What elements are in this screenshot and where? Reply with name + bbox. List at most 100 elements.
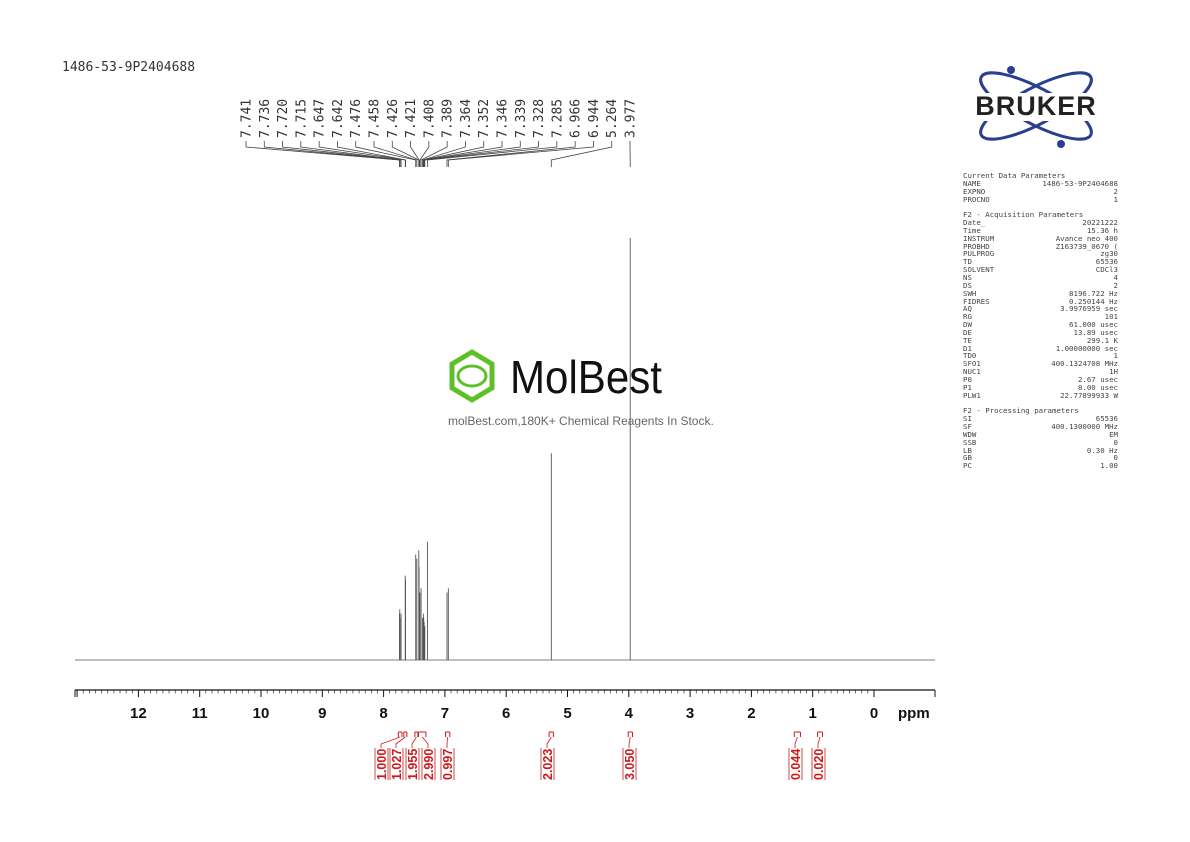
parameter-key: SOLVENT <box>963 265 995 275</box>
x-axis: 12 11 10 9 8 7 6 5 4 3 2 1 0 ppm <box>74 689 936 722</box>
integral-leader <box>395 736 406 748</box>
parameter-key: NS <box>963 272 972 282</box>
parameter-value: 400.1324708 MHz <box>1051 359 1118 369</box>
peak-shift-label: 7.339 <box>514 99 529 138</box>
parameter-value: 1 <box>1113 351 1118 361</box>
parameter-value: 1.00000000 sec <box>1055 343 1118 353</box>
molbest-watermark: MolBest <box>449 349 662 403</box>
parameter-row: WDW EM <box>963 430 1118 439</box>
parameter-key: SI <box>963 414 972 424</box>
parameter-value: 400.1300000 MHz <box>1051 422 1118 431</box>
peak-leader-line <box>355 141 417 167</box>
benzene-ring-icon <box>449 349 495 403</box>
atom-orbit-icon <box>979 66 1093 148</box>
parameter-row: DW 61.000 usec <box>963 321 1118 329</box>
acquisition-parameters-panel: Current Data Parameters NAME 1486-53-9P240… <box>963 172 1118 470</box>
parameter-value: 1486-53-9P2404688 <box>1042 178 1118 188</box>
parameter-key: NAME <box>963 178 981 188</box>
x-tick-label: 9 <box>318 705 326 722</box>
parameter-key: EXPNO <box>963 186 986 196</box>
bruker-logo: BRUKER <box>959 66 1113 148</box>
peak-leader-line <box>337 141 406 167</box>
x-tick-label: 3 <box>686 705 694 722</box>
parameter-key: TD0 <box>963 351 977 361</box>
parameter-row: FIDRES 0.250144 Hz <box>963 296 1118 306</box>
integral-value-label: 0.997 <box>441 749 455 780</box>
peak-label-group: 7.741 7.736 7.720 7.715 7.647 7.642 7.476 7.458… <box>240 99 639 138</box>
peak-leader-line <box>300 141 402 167</box>
peak-shift-label: 7.364 <box>459 99 474 138</box>
parameter-value: 8196.722 Hz <box>1069 288 1118 298</box>
parameter-key: NUC1 <box>963 367 981 377</box>
peak-leader-line <box>420 141 448 167</box>
peak-leader-line <box>422 141 466 167</box>
x-tick-label: 10 <box>253 705 270 722</box>
x-tick-label: 0 <box>870 705 878 722</box>
parameter-key: PROBHD <box>963 241 990 251</box>
parameter-row: PULPROG zg30 <box>963 250 1118 258</box>
parameter-key: PLW1 <box>963 390 981 400</box>
parameter-row: P1 8.00 usec <box>963 383 1118 392</box>
parameter-row: SFO1 400.1324708 MHz <box>963 360 1118 368</box>
parameter-row: NAME 1486-53-9P2404688 <box>963 178 1118 188</box>
x-tick-label: 6 <box>502 705 510 722</box>
parameter-row: SOLVENT CDCl3 <box>963 266 1118 274</box>
parameter-value: 2 <box>1113 186 1118 196</box>
parameter-value: Z163739_0670 ( <box>1055 241 1118 251</box>
integral-leader <box>817 736 821 748</box>
peak-leader-group <box>245 141 631 167</box>
parameter-value: 1.00 <box>1100 461 1118 471</box>
peak-leader-line <box>427 141 558 167</box>
parameter-value: 1H <box>1109 367 1118 377</box>
x-tick-label: 8 <box>379 705 387 722</box>
parameter-value: 65536 <box>1095 414 1118 424</box>
parameter-row: SF 400.1300000 MHz <box>963 423 1118 431</box>
parameter-key: PROCNO <box>963 194 990 204</box>
parameter-row: PC 1.00 <box>963 462 1118 470</box>
parameter-row: PROCNO 1 <box>963 194 1118 204</box>
parameter-value: 20221222 <box>1082 218 1118 228</box>
parameter-row: PLW1 22.77899933 W <box>963 390 1118 400</box>
parameter-row: RG 101 <box>963 313 1118 321</box>
parameter-value: 0 <box>1113 437 1118 447</box>
peak-shift-label: 7.389 <box>441 99 456 138</box>
x-tick-label: 1 <box>809 705 817 722</box>
peak-leader-line <box>424 141 539 167</box>
parameter-row: D1 1.00000000 sec <box>963 343 1118 353</box>
parameter-row: TD 65536 <box>963 258 1118 266</box>
parameter-key: SF <box>963 422 972 431</box>
peak-leader-line <box>263 141 401 167</box>
peak-shift-label: 7.642 <box>331 99 346 138</box>
x-tick-label: 11 <box>192 705 208 722</box>
integral-value-label: 1.955 <box>406 749 420 780</box>
parameter-key: SFO1 <box>963 359 981 369</box>
parameter-value: 0.30 Hz <box>1086 445 1118 455</box>
parameter-key: FIDRES <box>963 296 990 306</box>
parameter-row: INSTRUM Avance neo 400 <box>963 234 1118 243</box>
integral-value-label: 2.990 <box>422 749 436 780</box>
x-tick-label: 7 <box>441 705 449 722</box>
parameter-row: NS 4 <box>963 274 1118 282</box>
peak-shift-label: 7.715 <box>294 99 309 138</box>
peak-leader-line <box>419 141 430 167</box>
parameter-value: 101 <box>1104 312 1118 322</box>
integral-value-label: 0.044 <box>789 749 803 780</box>
parameter-row: Date_ 20221222 <box>963 219 1118 227</box>
peak-leader-line <box>423 141 521 167</box>
parameter-key: PULPROG <box>963 249 995 259</box>
parameter-key: DW <box>963 320 972 330</box>
parameter-key: AQ <box>963 304 972 314</box>
parameter-value: 61.000 usec <box>1069 320 1118 330</box>
parameter-key: P0 <box>963 374 972 384</box>
peak-shift-label: 5.264 <box>605 99 620 138</box>
peak-leader-line <box>423 141 503 167</box>
parameter-value: CDCl3 <box>1095 265 1118 275</box>
integral-leader <box>794 736 798 748</box>
peak-leader-line <box>410 141 420 167</box>
parameter-value: 2 <box>1113 280 1118 290</box>
integral-value-label: 0.020 <box>812 749 826 780</box>
bruker-wordmark: BRUKER <box>975 91 1097 121</box>
peak-shift-label: 7.346 <box>496 99 511 138</box>
integral-leader <box>411 736 417 748</box>
peak-shift-label: 7.408 <box>422 99 437 138</box>
